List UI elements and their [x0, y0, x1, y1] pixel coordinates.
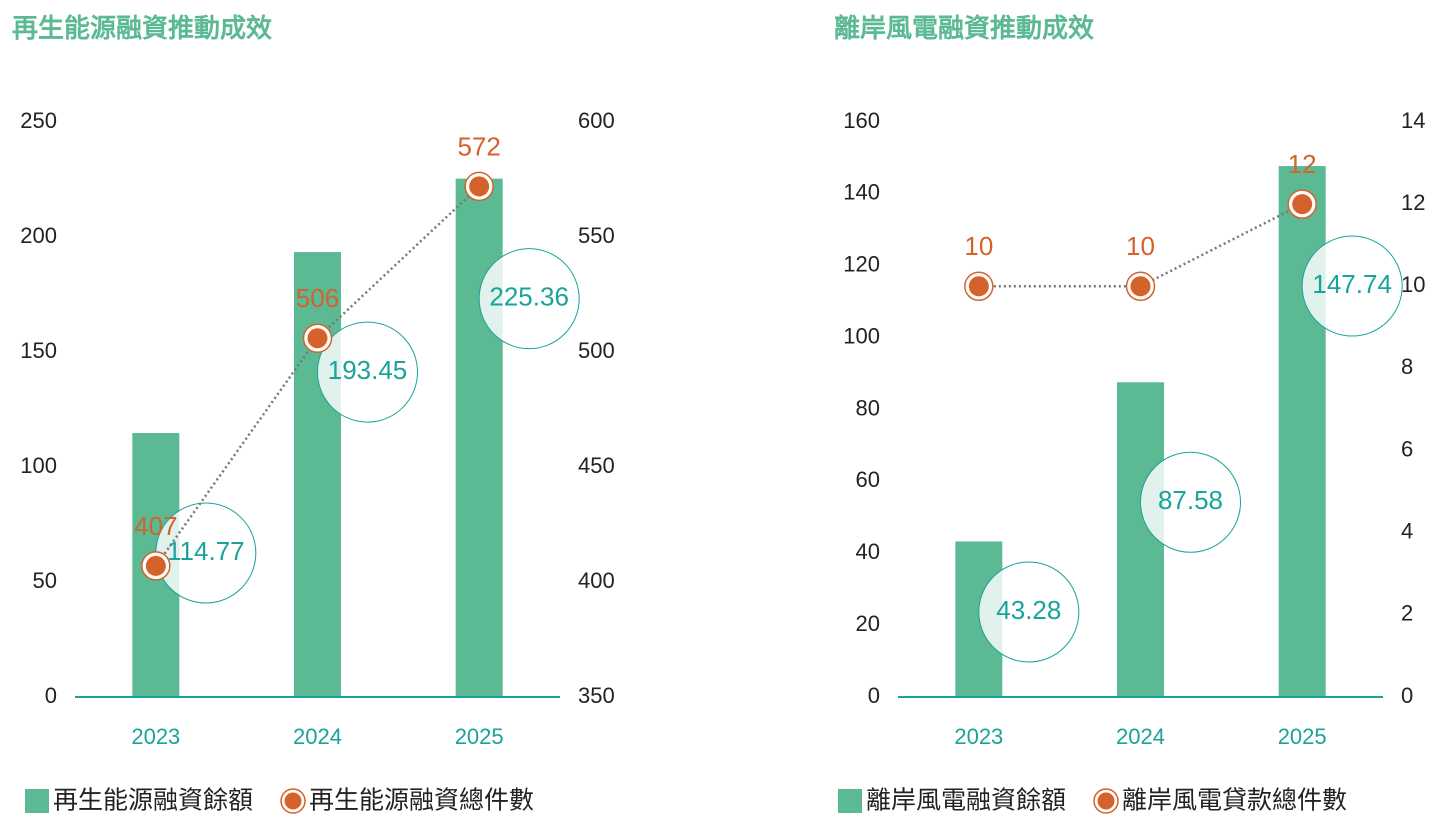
point-label: 407: [134, 511, 177, 541]
x-tick-label: 2024: [1116, 724, 1165, 749]
legend-marker: [1097, 792, 1115, 810]
y-tick-label: 150: [20, 338, 57, 363]
bar: [455, 178, 503, 697]
bar: [294, 252, 341, 697]
bubble: [317, 321, 418, 423]
legend-marker: [284, 792, 302, 810]
y-tick-label: 60: [856, 467, 880, 492]
point-label: 10: [1126, 231, 1155, 261]
chart-title: 離岸風電融資推動成效: [834, 13, 1094, 43]
y2-tick-label: 500: [578, 338, 615, 363]
y-tick-label: 80: [856, 395, 880, 420]
bar: [1117, 382, 1164, 697]
y2-tick-label: 550: [578, 223, 615, 248]
point: [968, 276, 989, 297]
x-tick-label: 2024: [293, 724, 342, 749]
bar-label: 114.77: [167, 536, 245, 566]
y2-tick-label: 12: [1401, 190, 1425, 215]
y-tick-label: 160: [843, 108, 880, 133]
y-tick-label: 50: [33, 568, 57, 593]
point: [469, 176, 490, 197]
legend-label: 再生能源融資總件數: [309, 787, 534, 815]
y2-tick-label: 400: [578, 568, 615, 593]
y2-tick-label: 450: [578, 453, 615, 478]
point-label: 506: [296, 283, 339, 313]
y-tick-label: 0: [45, 683, 57, 708]
bubble: [1301, 235, 1403, 337]
point: [1130, 276, 1151, 297]
bubble: [978, 561, 1080, 663]
y2-tick-label: 4: [1401, 519, 1413, 544]
y-tick-label: 200: [20, 223, 57, 248]
y-tick-label: 40: [856, 539, 880, 564]
x-tick-label: 2025: [1278, 724, 1327, 749]
y-tick-label: 0: [868, 683, 880, 708]
legend-label: 再生能源融資餘額: [53, 787, 253, 815]
y-tick-label: 20: [856, 611, 880, 636]
bar-label: 147.74: [1312, 269, 1392, 299]
bar-label: 225.36: [489, 282, 569, 312]
bar-label: 43.28: [996, 595, 1061, 625]
y2-tick-label: 2: [1401, 601, 1413, 626]
y2-tick-label: 14: [1401, 108, 1425, 133]
bar-label: 87.58: [1158, 485, 1223, 515]
bar-label: 193.45: [328, 355, 408, 385]
legend-marker: [838, 789, 862, 813]
point: [145, 555, 166, 576]
x-tick-label: 2023: [131, 724, 180, 749]
legend-label: 離岸風電融資餘額: [866, 787, 1066, 815]
y2-tick-label: 600: [578, 108, 615, 133]
legend-marker: [25, 789, 49, 813]
chart-title: 再生能源融資推動成效: [12, 13, 272, 43]
y-tick-label: 100: [20, 453, 57, 478]
point: [1292, 194, 1313, 215]
bubble: [1140, 451, 1241, 553]
y2-tick-label: 10: [1401, 272, 1425, 297]
x-tick-label: 2025: [455, 724, 504, 749]
legend-label: 離岸風電貸款總件數: [1122, 787, 1347, 815]
x-tick-label: 2023: [954, 724, 1003, 749]
point-label: 572: [457, 131, 500, 161]
point-label: 12: [1288, 149, 1317, 179]
point: [307, 328, 328, 349]
y2-tick-label: 6: [1401, 436, 1413, 461]
y2-tick-label: 8: [1401, 354, 1413, 379]
y-tick-label: 140: [843, 180, 880, 205]
point-label: 10: [964, 231, 993, 261]
y2-tick-label: 0: [1401, 683, 1413, 708]
y2-tick-label: 350: [578, 683, 615, 708]
y-tick-label: 100: [843, 323, 880, 348]
y-tick-label: 250: [20, 108, 57, 133]
y-tick-label: 120: [843, 252, 880, 277]
bubble: [478, 248, 580, 350]
bar: [1278, 166, 1326, 697]
